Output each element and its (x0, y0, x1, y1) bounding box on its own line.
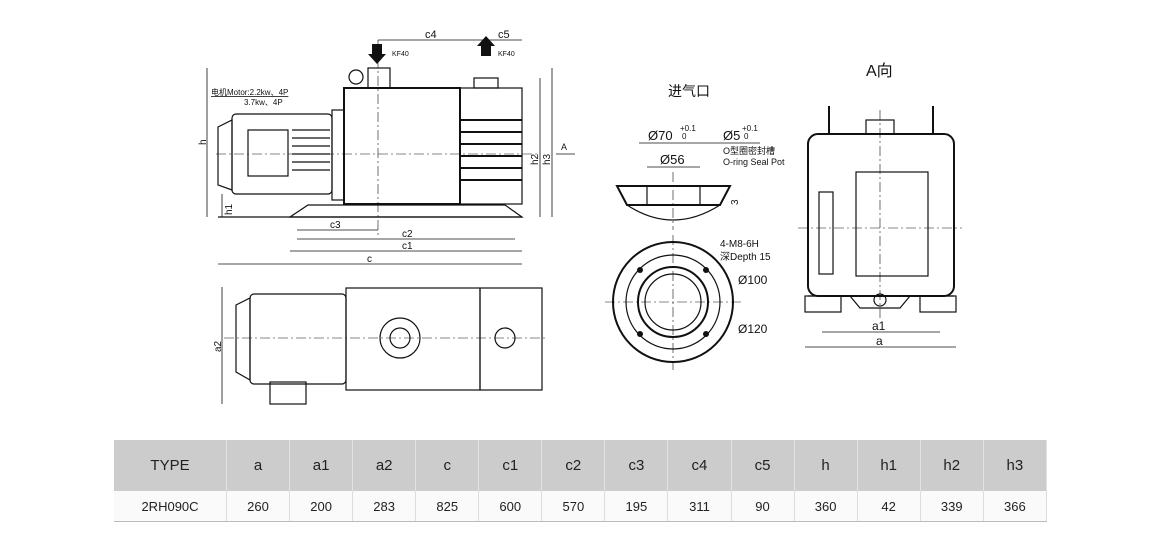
seal-label-cn: O型圈密封槽 (723, 145, 775, 156)
inlet-detail: 进气口 Ø70 +0.1 0 Ø5 +0.1 0 O型圈密封槽 O-ring S… (605, 83, 785, 370)
table-cell: 360 (794, 491, 858, 522)
dimension-table: TYPE a a1 a2 c c1 c2 c3 c4 c5 h h1 h2 h3 2RH090C 260 20… (114, 440, 1048, 522)
d70-tol-upper: +0.1 (680, 124, 696, 133)
dim-d120: Ø120 (738, 322, 768, 336)
dim-d70: Ø70 (648, 128, 673, 143)
end-view-a: A向 a1 a (798, 62, 962, 348)
column-header: h1 (857, 440, 921, 491)
column-header: c2 (541, 440, 606, 491)
dim-c1: c1 (402, 241, 413, 252)
column-header: c1 (478, 440, 543, 491)
table-cell: 42 (857, 491, 921, 522)
technical-drawing: c4 c5 KF40 KF40 电机Motor:2.2kw、4P 3.7kw、4… (198, 29, 962, 405)
seal-label-en: O-ring Seal Pot (723, 157, 785, 167)
table-cell: 311 (667, 491, 732, 522)
table-cell: 825 (415, 491, 480, 522)
dim-h2: h2 (530, 153, 541, 165)
dim-h3: h3 (542, 153, 553, 165)
dim-depth-3: 3 (730, 199, 741, 205)
dim-d56: Ø56 (660, 152, 685, 167)
column-header: h2 (920, 440, 984, 491)
dim-c2: c2 (402, 229, 413, 240)
table-cell: 200 (289, 491, 354, 522)
side-view: c4 c5 KF40 KF40 电机Motor:2.2kw、4P 3.7kw、4… (198, 29, 575, 265)
d70-tol-lower: 0 (682, 132, 687, 141)
dim-d100: Ø100 (738, 273, 768, 287)
dim-h1: h1 (224, 203, 235, 215)
column-header: a2 (352, 440, 417, 491)
table-cell: 2RH090C (114, 491, 227, 522)
dim-a1: a1 (872, 319, 886, 333)
top-view: a2 (213, 287, 545, 405)
view-arrow-label: A (561, 142, 567, 152)
table-cell: 283 (352, 491, 417, 522)
d5-tol-upper: +0.1 (742, 124, 758, 133)
dim-c5: c5 (498, 29, 510, 41)
table-cell: 600 (478, 491, 543, 522)
column-header: c (415, 440, 480, 491)
dim-c3: c3 (330, 220, 341, 231)
column-header: c4 (667, 440, 732, 491)
column-header: h (794, 440, 858, 491)
dim-h: h (198, 139, 209, 145)
table-cell: 195 (604, 491, 669, 522)
dim-c: c (367, 254, 372, 265)
column-header: h3 (983, 440, 1048, 491)
table-header-row: TYPE a a1 a2 c c1 c2 c3 c4 c5 h h1 h2 h3 (114, 440, 1048, 491)
dim-c4: c4 (425, 29, 437, 41)
depth-label: 深Depth 15 (720, 251, 771, 263)
column-header: TYPE (114, 440, 227, 491)
column-header: a (226, 440, 291, 491)
table-row: 2RH090C 260 200 283 825 600 570 195 311 90 360 42 33… (114, 491, 1048, 522)
motor-label-1: 电机Motor:2.2kw、4P (211, 87, 288, 97)
column-header: a1 (289, 440, 354, 491)
d5-tol-lower: 0 (744, 132, 749, 141)
dim-d5: Ø5 (723, 128, 740, 143)
table-cell: 260 (226, 491, 291, 522)
table-cell: 366 (983, 491, 1048, 522)
dim-a2: a2 (213, 340, 224, 352)
motor-label-2: 3.7kw、4P (244, 98, 283, 107)
table-cell: 570 (541, 491, 606, 522)
inlet-title: 进气口 (668, 83, 710, 99)
table-cell: 90 (731, 491, 795, 522)
port-in-label: KF40 (392, 51, 409, 58)
column-header: c3 (604, 440, 669, 491)
table-cell: 339 (920, 491, 984, 522)
dim-a: a (876, 334, 883, 348)
column-header: c5 (731, 440, 795, 491)
thread-label: 4-M8-6H (720, 239, 759, 250)
port-out-label: KF40 (498, 51, 515, 58)
end-view-title: A向 (866, 62, 893, 80)
